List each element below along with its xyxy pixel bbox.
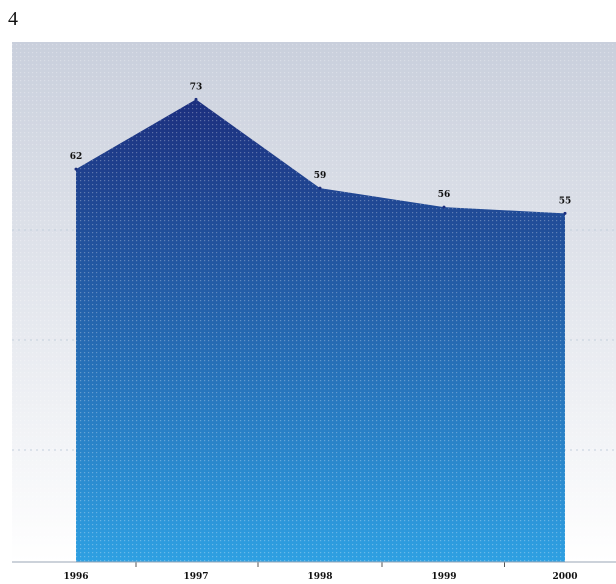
x-tick-label-1996: 1996: [63, 572, 88, 582]
x-tick-label-1999: 1999: [431, 572, 456, 582]
x-tick-label-2000: 2000: [552, 572, 577, 582]
data-label-1997: 73: [190, 82, 203, 92]
x-axis-ticks: [12, 561, 616, 567]
data-label-1999: 56: [438, 190, 451, 200]
data-label-1998: 59: [314, 171, 327, 181]
data-point-1998: [318, 186, 322, 190]
data-label-2000: 55: [559, 196, 572, 206]
data-point-2000: [563, 211, 567, 215]
page-number: 4: [8, 8, 18, 30]
data-point-1996: [74, 167, 78, 171]
x-tick-label-1997: 1997: [183, 572, 208, 582]
data-point-1999: [442, 205, 446, 209]
data-point-1997: [194, 97, 198, 101]
area-series: [76, 99, 565, 563]
x-tick-label-1998: 1998: [307, 572, 332, 582]
x-axis-labels: 1996 1997 1998 1999 2000: [63, 572, 577, 582]
area-texture: [76, 99, 565, 563]
data-labels: 62 73 59 56 55: [70, 82, 572, 215]
data-label-1996: 62: [70, 152, 83, 162]
